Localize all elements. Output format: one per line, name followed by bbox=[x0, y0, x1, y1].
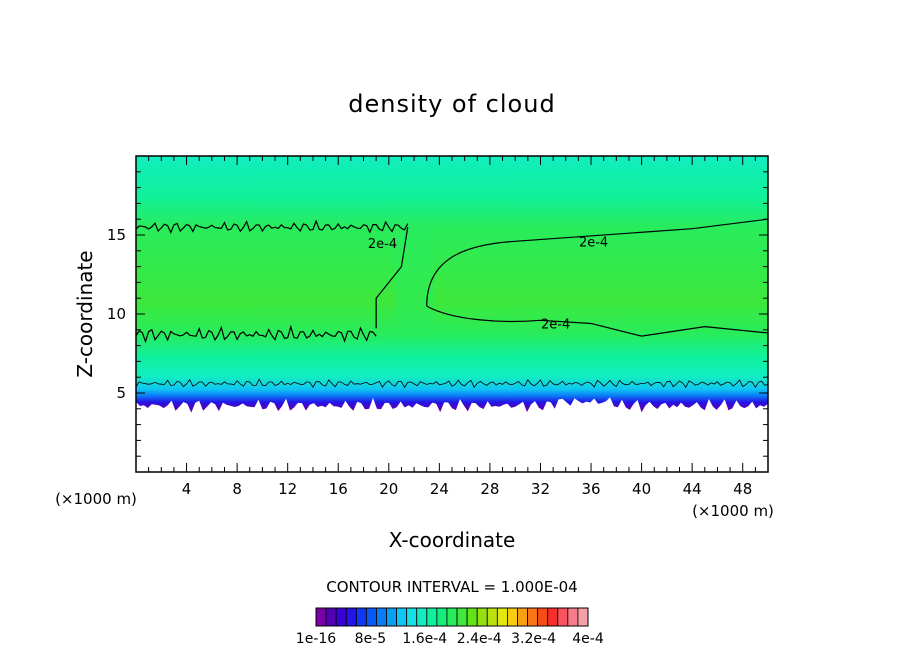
x-tick-label: 44 bbox=[683, 480, 702, 498]
x-tick-label: 40 bbox=[632, 480, 651, 498]
density-field bbox=[136, 156, 768, 413]
contour-lower-left bbox=[136, 324, 377, 344]
colorbar-swatch bbox=[517, 607, 528, 627]
plot-area bbox=[136, 156, 768, 472]
contour-upper-left bbox=[136, 219, 409, 235]
chart-title: density of cloud bbox=[348, 90, 555, 118]
contour-lines bbox=[136, 218, 768, 389]
colorbar-swatch bbox=[416, 607, 428, 627]
colorbar-swatch bbox=[547, 607, 559, 627]
colorbar-swatch bbox=[496, 607, 508, 627]
contour-label: 2e-4 bbox=[368, 237, 397, 252]
colorbar-labels: 1e-16 8e-5 1.6e-4 2.4e-4 3.2e-4 4e-4 bbox=[296, 631, 604, 647]
colorbar-label: 2.4e-4 bbox=[457, 631, 502, 647]
colorbar-swatch bbox=[396, 607, 408, 627]
x-axis-unit-right: (×1000 m) bbox=[692, 502, 774, 520]
colorbar-swatch bbox=[476, 607, 488, 627]
colorbar-swatch bbox=[325, 607, 337, 627]
colorbar-swatch bbox=[527, 607, 539, 627]
colorbar-swatch bbox=[315, 607, 327, 627]
x-tick-label: 16 bbox=[329, 480, 348, 498]
y-tick-label: 5 bbox=[116, 384, 126, 402]
x-axis: 4 8 12 16 20 24 28 32 36 40 44 48 bbox=[148, 156, 756, 498]
colorbar-swatch bbox=[376, 607, 387, 627]
colorbar-label: 3.2e-4 bbox=[511, 631, 556, 647]
colorbar-swatch bbox=[537, 607, 549, 627]
colorbar-label: 1.6e-4 bbox=[402, 631, 447, 647]
colorbar-swatch bbox=[507, 607, 518, 627]
contour-label: 2e-4 bbox=[541, 317, 570, 332]
x-tick-label: 20 bbox=[379, 480, 398, 498]
colorbar-swatch bbox=[426, 607, 438, 627]
contour-base bbox=[136, 378, 768, 389]
colorbar-swatch bbox=[567, 607, 579, 627]
colorbar-label: 8e-5 bbox=[355, 631, 386, 647]
colorbar-swatch bbox=[355, 607, 367, 627]
colorbar-swatch bbox=[466, 607, 478, 627]
contour-interval-text: CONTOUR INTERVAL = 1.000E-04 bbox=[326, 578, 577, 596]
contour-upper-right bbox=[426, 218, 768, 307]
x-tick-label: 32 bbox=[531, 480, 550, 498]
x-tick-label: 36 bbox=[581, 480, 600, 498]
colorbar-swatch bbox=[557, 607, 569, 627]
colorbar-label: 4e-4 bbox=[572, 631, 604, 647]
colorbar-swatch bbox=[577, 607, 589, 627]
y-axis-label: Z-coordinate bbox=[73, 250, 97, 377]
colorbar-swatch bbox=[345, 607, 357, 627]
density-gap bbox=[395, 227, 434, 338]
x-axis-label: X-coordinate bbox=[389, 528, 516, 552]
x-tick-label: 24 bbox=[430, 480, 449, 498]
x-tick-label: 48 bbox=[733, 480, 752, 498]
y-axis: 5 10 15 bbox=[107, 171, 768, 457]
colorbar-label: 1e-16 bbox=[296, 631, 336, 647]
colorbar-swatch bbox=[486, 607, 498, 627]
colorbar-swatch bbox=[335, 607, 347, 627]
x-tick-label: 8 bbox=[232, 480, 242, 498]
x-tick-label: 4 bbox=[182, 480, 192, 498]
colorbar-swatch bbox=[386, 607, 397, 627]
colorbar bbox=[315, 607, 589, 627]
contour-left-edge bbox=[375, 227, 409, 329]
contour-label: 2e-4 bbox=[579, 235, 608, 250]
colorbar-swatch bbox=[406, 607, 418, 627]
x-tick-label: 12 bbox=[278, 480, 297, 498]
x-axis-unit: (×1000 m) bbox=[55, 490, 137, 508]
colorbar-swatch bbox=[365, 607, 377, 627]
density-fill bbox=[136, 156, 768, 413]
contour-labels: 2e-4 2e-4 2e-4 bbox=[368, 235, 608, 332]
colorbar-swatch bbox=[436, 607, 448, 627]
colorbar-frame bbox=[315, 607, 589, 627]
contour-lower-right bbox=[426, 305, 768, 337]
y-tick-label: 10 bbox=[107, 305, 126, 323]
colorbar-swatch bbox=[446, 607, 458, 627]
colorbar-swatch bbox=[456, 607, 468, 627]
y-tick-label: 15 bbox=[107, 226, 126, 244]
x-tick-label: 28 bbox=[480, 480, 499, 498]
